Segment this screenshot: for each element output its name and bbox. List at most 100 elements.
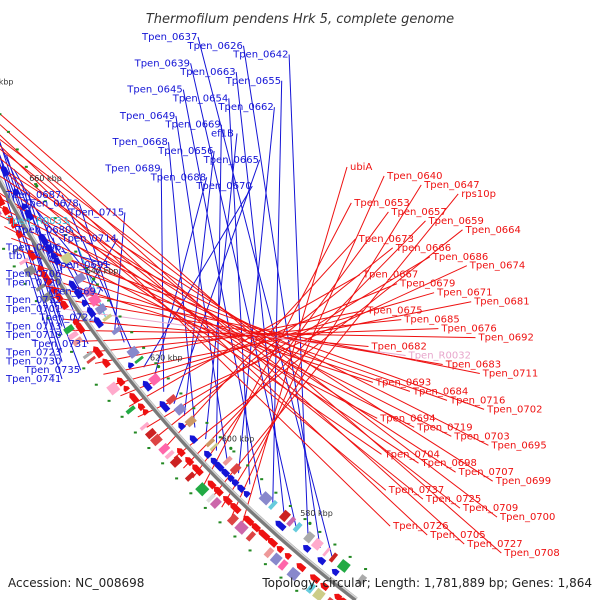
minus-strand-arrow bbox=[93, 316, 104, 329]
plus-strand-block bbox=[71, 336, 84, 347]
minus-strand-gene-label: Tpen_0678 bbox=[22, 199, 78, 210]
plus-strand-arrow bbox=[192, 464, 204, 477]
density-mark bbox=[248, 549, 252, 552]
map-title: Thermofilum pendens Hrk 5, complete geno… bbox=[146, 12, 454, 27]
minus-strand-arrow bbox=[331, 568, 340, 577]
density-mark bbox=[147, 447, 151, 450]
minus-strand-gene-label: Tpen_0691 bbox=[53, 260, 109, 271]
minus-strand-arrow bbox=[24, 209, 35, 222]
label-connector bbox=[146, 256, 431, 428]
plus-strand-gene-label: Tpen_0709 bbox=[462, 503, 518, 514]
plus-strand-gene-label: Tpen_0666 bbox=[395, 243, 451, 254]
label-connector bbox=[0, 167, 387, 491]
minus-strand-gene-label: Tpen_0626 bbox=[187, 41, 243, 52]
plus-strand-gene-label: Tpen_0705 bbox=[429, 530, 485, 541]
plus-strand-block bbox=[86, 355, 97, 365]
density-mark bbox=[189, 492, 193, 495]
plus-strand-gene-label: Tpen_0695 bbox=[490, 440, 546, 451]
label-connector bbox=[86, 238, 118, 292]
density-mark bbox=[246, 464, 250, 467]
label-connector bbox=[175, 115, 228, 463]
label-connector bbox=[114, 212, 126, 330]
density-mark bbox=[179, 392, 183, 395]
minus-strand-arrow bbox=[38, 233, 50, 247]
minus-strand-gene-label: Tpen_0668 bbox=[112, 137, 168, 148]
plus-strand-block bbox=[150, 433, 163, 447]
minus-strand-gene-label: Tpen_0665 bbox=[203, 155, 259, 166]
minus-strand-gene-label: Tpen_0715 bbox=[68, 207, 124, 218]
density-mark bbox=[58, 334, 62, 337]
label-connector bbox=[0, 144, 391, 527]
label-connector bbox=[288, 54, 309, 538]
minus-strand-gene-label: Tpen_0689 bbox=[104, 164, 160, 175]
minus-strand-gene-label: Tpen_0697 bbox=[46, 286, 102, 297]
plus-strand-block bbox=[206, 493, 216, 503]
minus-strand-gene-label: Tpen_0731 bbox=[31, 339, 87, 350]
plus-strand-gene-label: Tpen_0667 bbox=[362, 270, 418, 281]
plus-strand-block bbox=[277, 559, 289, 571]
accession-text: Accession: NC_008698 bbox=[8, 576, 144, 590]
minus-strand-block bbox=[94, 303, 108, 315]
minus-strand-gene-label: Tpen_0714 bbox=[61, 234, 117, 245]
density-mark bbox=[263, 563, 267, 566]
plus-strand-gene-label: ubiA bbox=[350, 162, 372, 173]
density-mark bbox=[133, 431, 137, 434]
plus-strand-arrow bbox=[72, 318, 80, 326]
plus-strand-gene-label: Tpen_0684 bbox=[412, 386, 468, 397]
density-mark bbox=[34, 300, 38, 303]
density-mark bbox=[107, 299, 111, 302]
minus-strand-gene-label: Tpen_0645 bbox=[126, 85, 182, 96]
minus-strand-gene-label: Tpen_0637 bbox=[141, 32, 197, 43]
minus-strand-block bbox=[205, 437, 216, 448]
minus-strand-block bbox=[60, 251, 74, 265]
minus-strand-block bbox=[102, 313, 113, 322]
plus-strand-gene-label: Tpen_0708 bbox=[503, 548, 559, 559]
kbp-tick-label: 600 kbp bbox=[222, 434, 255, 443]
plus-strand-gene-label: Tpen_0679 bbox=[399, 279, 455, 290]
minus-strand-block bbox=[310, 537, 324, 551]
kbp-tick-label: 580 kbp bbox=[300, 509, 333, 518]
minus-strand-gene-label: Tpen_0649 bbox=[119, 111, 175, 122]
minus-strand-arrow bbox=[275, 520, 287, 532]
minus-strand-gene-label: ef1B bbox=[211, 129, 234, 140]
minus-strand-arrow bbox=[178, 422, 186, 431]
plus-strand-gene-label: Tpen_0726 bbox=[392, 521, 448, 532]
density-mark bbox=[364, 568, 368, 571]
plus-strand-gene-label: Tpen_0675 bbox=[366, 306, 422, 317]
density-mark bbox=[94, 383, 98, 386]
plus-strand-gene-label: Tpen_0704 bbox=[384, 449, 440, 460]
plus-strand-block bbox=[234, 520, 249, 535]
plus-strand-arrow bbox=[2, 205, 11, 216]
plus-strand-gene-label: Tpen_0676 bbox=[440, 324, 496, 335]
label-connector bbox=[120, 283, 398, 397]
plus-strand-block bbox=[195, 482, 210, 497]
density-mark bbox=[279, 576, 283, 579]
label-connector bbox=[0, 123, 465, 545]
plus-strand-block bbox=[209, 496, 222, 509]
density-mark bbox=[84, 267, 88, 270]
plus-strand-block bbox=[139, 421, 150, 431]
label-connector bbox=[243, 45, 321, 548]
minus-strand-arrow bbox=[227, 475, 235, 483]
plus-strand-block bbox=[67, 330, 79, 341]
plus-strand-gene-label: Tpen_0699 bbox=[495, 476, 551, 487]
plus-strand-gene-label: Tpen_0698 bbox=[421, 458, 477, 469]
plus-strand-arrow bbox=[27, 249, 38, 262]
density-mark bbox=[43, 200, 47, 203]
plus-strand-arrow bbox=[93, 346, 104, 359]
plus-strand-gene-label: Tpen_0685 bbox=[403, 315, 459, 326]
plus-strand-block bbox=[226, 513, 239, 526]
plus-strand-arrow bbox=[138, 403, 146, 412]
plus-strand-arrow bbox=[11, 221, 18, 229]
minus-strand-block bbox=[126, 345, 140, 359]
minus-strand-arrow bbox=[68, 280, 78, 291]
plus-strand-block bbox=[0, 210, 2, 215]
plus-strand-arrow bbox=[123, 385, 130, 393]
plus-strand-gene-label: Tpen_0727 bbox=[466, 539, 522, 550]
plus-strand-block bbox=[125, 405, 136, 415]
plus-strand-arrow bbox=[0, 194, 6, 207]
minus-strand-block bbox=[173, 402, 187, 416]
plus-strand-block bbox=[312, 587, 326, 600]
label-connector bbox=[272, 80, 283, 507]
density-mark bbox=[175, 477, 179, 480]
